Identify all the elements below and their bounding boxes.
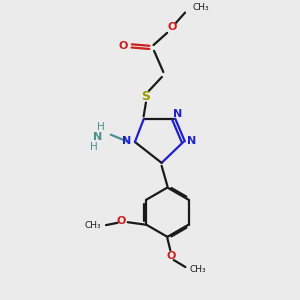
Text: N: N bbox=[93, 132, 103, 142]
Text: N: N bbox=[187, 136, 196, 146]
Text: S: S bbox=[141, 90, 150, 103]
Text: N: N bbox=[173, 110, 182, 119]
Text: N: N bbox=[122, 136, 132, 146]
Text: H: H bbox=[97, 122, 105, 132]
Text: CH₃: CH₃ bbox=[84, 220, 101, 230]
Text: H: H bbox=[90, 142, 98, 152]
Text: O: O bbox=[119, 41, 128, 51]
Text: O: O bbox=[166, 251, 176, 261]
Text: O: O bbox=[116, 216, 126, 226]
Text: CH₃: CH₃ bbox=[189, 266, 206, 274]
Text: O: O bbox=[167, 22, 177, 32]
Text: CH₃: CH₃ bbox=[193, 3, 210, 12]
